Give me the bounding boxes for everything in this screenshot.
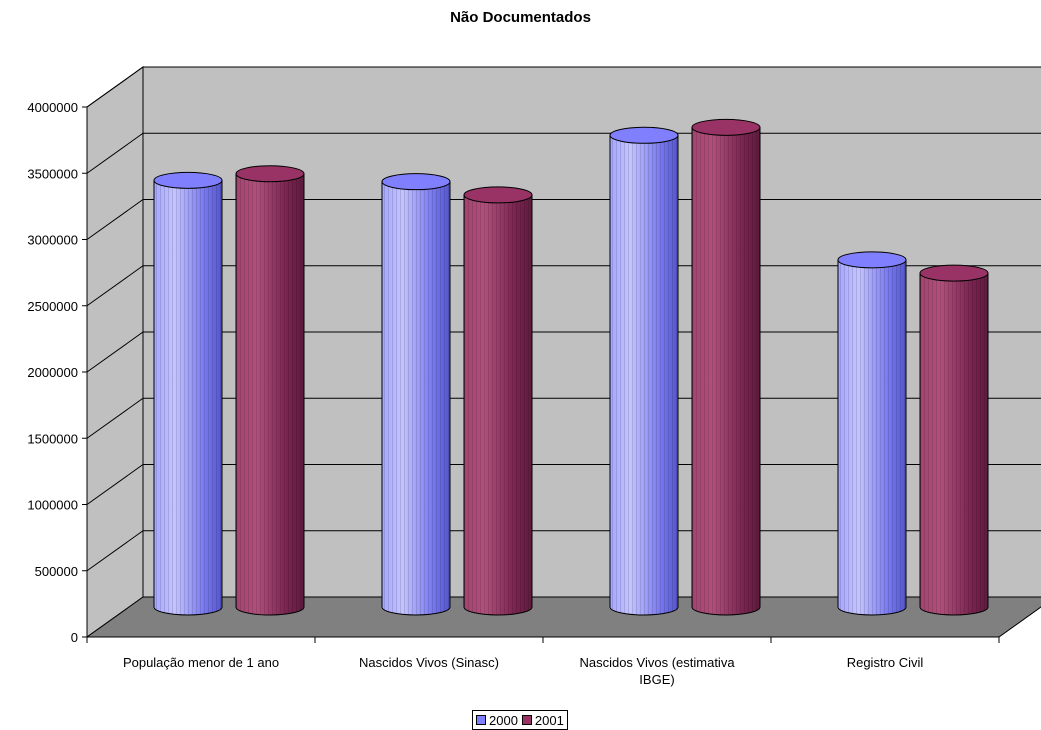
y-tick-label: 500000 bbox=[35, 564, 78, 579]
y-tick-label: 3500000 bbox=[27, 166, 78, 181]
bar-shading bbox=[154, 180, 222, 615]
bar-2001-3 bbox=[919, 264, 989, 616]
x-axis: População menor de 1 ano Nascidos Vivos (… bbox=[86, 636, 1000, 687]
x-tick-label: Registro Civil bbox=[847, 655, 924, 670]
bar-top bbox=[837, 251, 907, 269]
bar-2000-0 bbox=[153, 171, 223, 616]
y-tick-label: 2500000 bbox=[27, 299, 78, 314]
bars bbox=[153, 118, 989, 616]
legend-label-2001: 2001 bbox=[534, 712, 564, 728]
y-tick-label: 1000000 bbox=[27, 498, 78, 513]
y-axis: 0 500000 1000000 1500000 2000000 2500000 30000… bbox=[27, 100, 88, 645]
legend: 2000 2001 bbox=[472, 710, 568, 730]
legend-swatch-2001 bbox=[521, 715, 532, 725]
bar-shading bbox=[610, 135, 678, 616]
legend-swatch-2000 bbox=[476, 715, 486, 725]
legend-item-2001: 2001 bbox=[521, 712, 564, 728]
bar-top bbox=[609, 126, 679, 144]
bar-top bbox=[381, 173, 451, 191]
bar-top bbox=[235, 165, 305, 183]
bar-shading bbox=[838, 259, 906, 615]
y-tick-label: 3000000 bbox=[27, 233, 78, 248]
bar-2000-2 bbox=[609, 126, 679, 616]
bar-2000-3 bbox=[837, 251, 907, 616]
x-tick-label: Nascidos Vivos (estimativa IBGE) bbox=[579, 655, 735, 687]
bar-top bbox=[691, 118, 761, 136]
y-tick-label: 2000000 bbox=[27, 365, 78, 380]
bar-shading bbox=[692, 127, 760, 615]
bar-shading bbox=[920, 273, 988, 615]
y-tick-label: 4000000 bbox=[27, 100, 78, 115]
bar-shading bbox=[464, 194, 532, 616]
bar-shading bbox=[382, 181, 450, 616]
x-tick-label: Nascidos Vivos (Sinasc) bbox=[359, 655, 499, 670]
gridline bbox=[86, 66, 1041, 108]
y-tick-label: 1500000 bbox=[27, 431, 78, 446]
bar-shading bbox=[236, 173, 304, 615]
bar-top bbox=[463, 186, 533, 204]
chart-plot: 0 500000 1000000 1500000 2000000 2500000 30000… bbox=[27, 66, 1041, 687]
bar-2001-1 bbox=[463, 186, 533, 616]
bar-2000-1 bbox=[381, 173, 451, 616]
chart-title: Não Documentados bbox=[450, 9, 591, 26]
bar-top bbox=[919, 264, 989, 282]
bar-top bbox=[153, 171, 223, 189]
bar-2001-0 bbox=[235, 165, 305, 616]
bar-2001-2 bbox=[691, 118, 761, 616]
legend-item-2000: 2000 bbox=[476, 713, 518, 728]
legend-label-2000: 2000 bbox=[489, 712, 518, 728]
x-tick-label: População menor de 1 ano bbox=[123, 655, 279, 670]
y-tick-label: 0 bbox=[71, 630, 78, 645]
